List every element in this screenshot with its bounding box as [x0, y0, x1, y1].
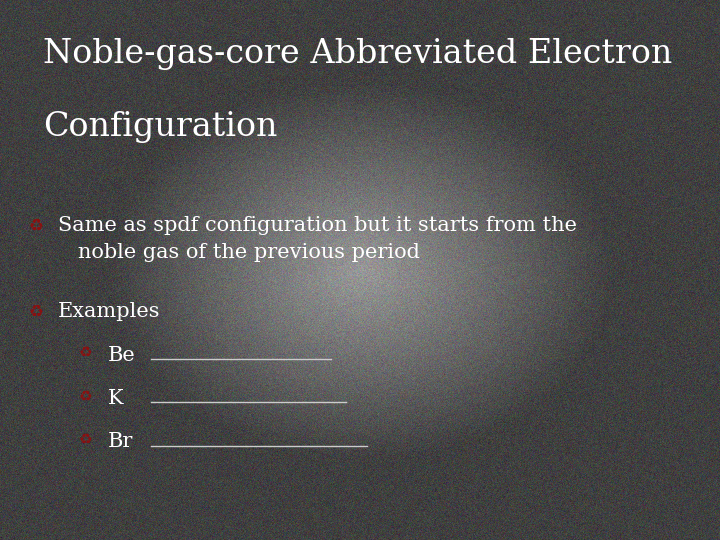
Text: ♻: ♻ [29, 302, 44, 320]
Text: Br: Br [108, 432, 133, 451]
Text: ♻: ♻ [79, 432, 93, 447]
Text: Configuration: Configuration [43, 111, 278, 143]
Text: Examples: Examples [58, 302, 160, 321]
Text: ♻: ♻ [29, 216, 44, 234]
Text: Noble-gas-core Abbreviated Electron: Noble-gas-core Abbreviated Electron [43, 38, 672, 70]
Text: Same as spdf configuration but it starts from the
   noble gas of the previous p: Same as spdf configuration but it starts… [58, 216, 577, 261]
Text: ♻: ♻ [79, 389, 93, 404]
Text: K: K [108, 389, 124, 408]
Text: Be: Be [108, 346, 136, 365]
Text: ♻: ♻ [79, 346, 93, 361]
